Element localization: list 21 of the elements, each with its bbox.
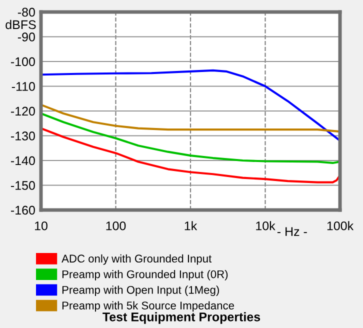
y-tick-label: -80: [18, 8, 35, 17]
x-tick-label: 100k: [327, 221, 354, 230]
text: Test Equipment Properties: [102, 312, 260, 324]
x-tick-label: 100: [106, 221, 126, 230]
y-tick-label: -130: [10, 132, 35, 140]
y-axis-title: dBFS: [6, 20, 36, 30]
x-axis-title: - Hz -: [277, 227, 307, 236]
x-tick-label: 10k: [256, 221, 276, 230]
legend-label: Preamp with 5k Source Impedance: [62, 301, 234, 312]
y-tick-label: -110: [12, 82, 35, 91]
x-tick-label: 1k: [184, 221, 198, 230]
y-tick-label: -90: [18, 32, 35, 42]
legend-label: ADC only with Grounded Input: [62, 254, 212, 265]
y-tick-label: -150: [10, 181, 35, 190]
y-tick-label: -140: [10, 156, 35, 166]
x-tick-label: 10: [35, 221, 48, 230]
legend-label: Preamp with Open Input (1Meg): [62, 286, 219, 296]
legend-label: Preamp with Grounded Input (0R): [62, 270, 228, 280]
y-tick-label: -160: [10, 206, 35, 215]
y-tick-label: -100: [10, 57, 35, 66]
y-tick-label: -120: [10, 106, 35, 116]
